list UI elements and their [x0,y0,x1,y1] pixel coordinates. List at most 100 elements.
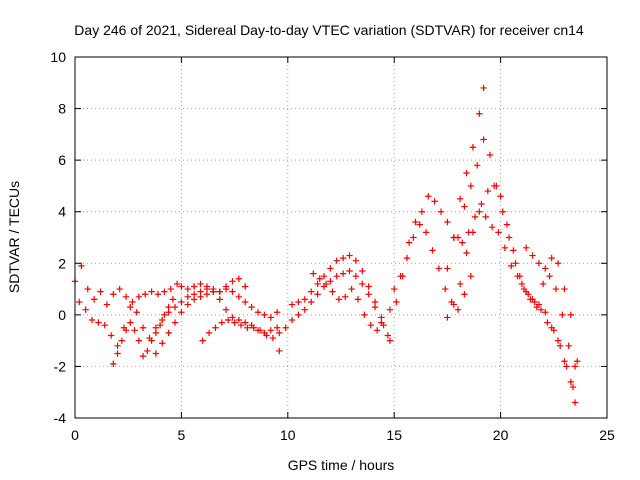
data-point [267,314,274,321]
data-point [197,280,204,288]
data-point [314,280,321,288]
data-point [261,311,268,319]
data-point [514,272,521,280]
data-point [308,288,315,295]
data-point [386,337,394,344]
data-point [478,200,485,208]
data-point [156,321,164,329]
data-point [437,208,445,215]
data-point [554,260,562,267]
data-point [563,363,570,370]
data-point [333,272,340,280]
data-point [442,285,449,293]
y-tick-label: 10 [50,49,66,65]
data-point [480,84,487,92]
data-point [463,169,470,177]
data-point [403,254,411,262]
data-point [248,303,255,311]
data-point [308,298,315,306]
data-point [416,221,423,228]
data-point [301,306,309,313]
data-point [235,316,243,324]
data-point [118,337,126,344]
series-arc-j [391,221,475,313]
data-point [184,285,191,293]
data-point [190,296,198,303]
data-point [476,208,483,215]
data-point [410,234,417,241]
data-point [231,319,238,326]
x-tick-label: 15 [386,427,402,443]
data-point [178,309,185,316]
data-point [574,358,581,365]
data-point [110,291,117,298]
data-point [161,311,168,319]
series-arc-e [199,316,283,344]
y-axis-label: SDTVAR / TECUs [6,181,22,293]
series-arc-l [454,136,577,391]
data-point [148,288,155,295]
data-point [197,293,204,301]
series-arc-c [110,296,177,368]
data-point [114,342,121,349]
data-point [456,195,464,203]
data-point [539,280,547,288]
data-point [486,151,494,159]
data-point [165,329,172,337]
data-point [365,283,372,290]
data-point [276,347,283,355]
plot-frame [74,56,608,419]
data-point [327,278,334,285]
data-point [110,360,117,368]
data-point [571,363,579,370]
y-tick-label: 2 [58,255,66,271]
data-point [352,257,360,264]
data-point [348,285,355,293]
data-point [199,337,206,344]
data-point [205,329,213,337]
data-point [173,280,181,288]
data-point [235,275,243,282]
x-axis-label: GPS time / hours [288,457,395,473]
data-point [339,270,347,277]
x-tick-label: 0 [71,427,79,443]
data-point [254,309,262,316]
data-point [154,291,162,298]
data-point [569,383,577,391]
data-point [242,298,249,306]
series-arc-f [276,267,392,355]
data-point [393,298,400,306]
data-point [222,306,230,313]
data-point [333,257,340,264]
data-point [471,213,479,221]
data-point [148,337,155,344]
data-point [461,203,468,210]
data-point [329,288,336,295]
data-point [522,244,530,252]
data-point [488,223,496,231]
data-point [210,288,217,295]
axis-ticks: 0 5 10 15 20 25 -4 -2 0 2 4 6 8 10 [50,49,615,443]
data-point [152,350,160,357]
data-point [320,272,328,280]
data-point [459,239,466,246]
series-arc-h [310,270,394,334]
data-point [263,332,270,339]
data-point [444,218,451,226]
data-point [359,280,366,288]
data-point [203,291,211,298]
data-point [473,162,481,169]
data-point [346,252,353,259]
data-point [327,265,334,272]
data-point [365,291,372,298]
data-point [503,221,511,228]
data-point [354,296,362,303]
data-point [412,218,419,226]
data-point [561,285,568,293]
data-point [171,319,179,326]
data-point [229,314,236,321]
series-arc-o [522,244,581,365]
data-point [454,234,462,241]
data-point [565,342,572,349]
